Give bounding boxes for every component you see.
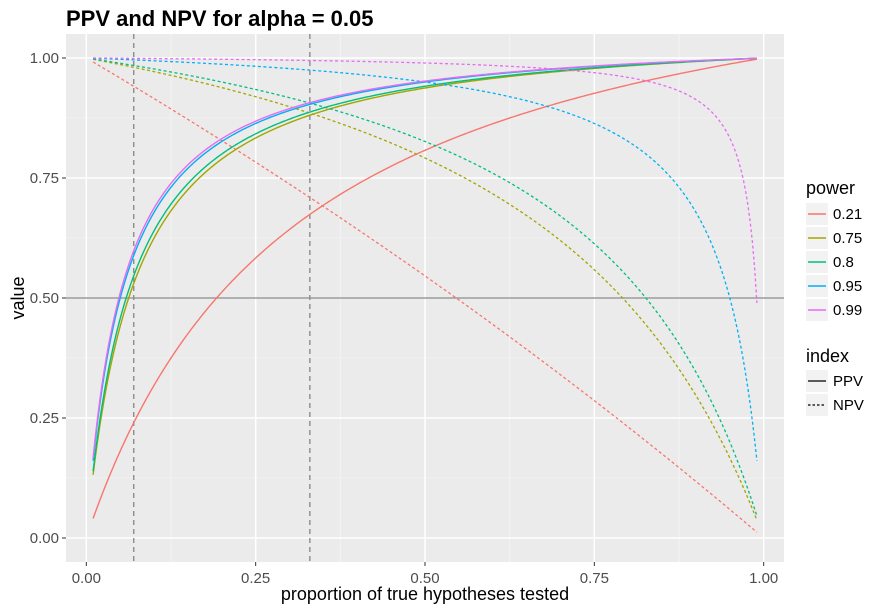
y-tick-label-3: 0.75 [30,170,59,187]
series-ppv-power-2 [92,57,757,472]
legend-power: power 0.21 0.75 0.8 0.95 0.99 [806,178,862,321]
legend-power-label-2: 0.8 [833,254,854,271]
legend-power-label-3: 0.95 [833,278,862,295]
series-ppv-power-0 [92,58,758,519]
chart-title: PPV and NPV for alpha = 0.05 [66,6,374,31]
y-tick-label-1: 0.25 [30,410,59,427]
x-axis-title: proportion of true hypotheses tested [281,584,569,604]
series-ppv-power-4 [92,57,757,459]
legend-power-label-4: 0.99 [833,302,862,319]
series-layer [92,57,758,533]
legend-power-label-0: 0.21 [833,206,862,223]
x-axis-ticks: 0.00 0.25 0.50 0.75 1.00 [72,562,778,587]
x-tick-label-0: 0.00 [72,570,101,587]
x-tick-label-1: 0.25 [241,570,270,587]
legend-index: index PPV NPV [806,346,864,416]
reference-lines [66,34,784,562]
legend-power-title: power [806,178,855,198]
legend-index-label-0: PPV [833,373,863,390]
series-npv-power-1 [92,58,758,521]
legend-power-label-1: 0.75 [833,230,862,247]
series-npv-power-0 [92,61,758,533]
series-npv-power-4 [93,57,758,303]
y-tick-label-2: 0.50 [30,290,59,307]
x-tick-label-4: 1.00 [749,570,778,587]
y-tick-label-0: 0.00 [30,530,59,547]
x-tick-label-3: 0.75 [580,570,609,587]
series-npv-power-2 [92,58,758,517]
legend-index-title: index [806,346,849,366]
y-axis-title: value [8,276,28,319]
x-tick-label-2: 0.50 [410,570,439,587]
y-axis-ticks: 0.00 0.25 0.50 0.75 1.00 [30,50,66,547]
y-tick-label-4: 1.00 [30,50,59,67]
legend-index-label-1: NPV [833,397,864,414]
